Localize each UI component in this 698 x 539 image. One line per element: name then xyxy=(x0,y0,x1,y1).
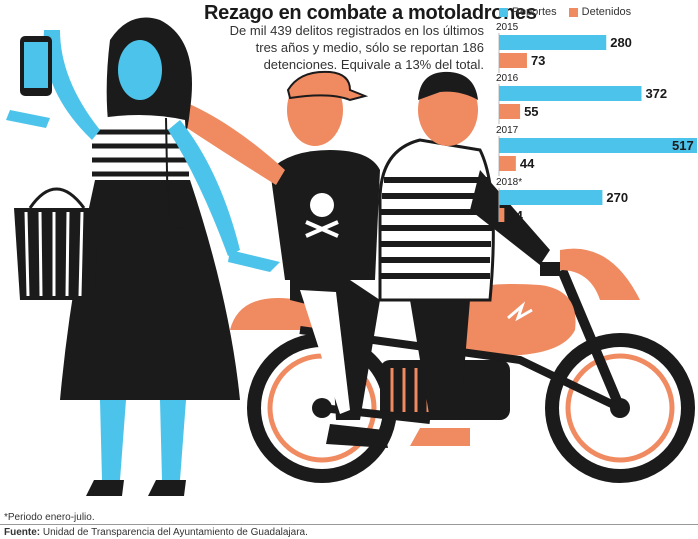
legend-item-reportes: Reportes xyxy=(499,6,557,18)
source-label: Fuente: xyxy=(4,527,41,538)
passenger-figure xyxy=(175,70,388,448)
value-label-detenidos: 55 xyxy=(524,104,538,119)
bar-reportes xyxy=(499,35,607,50)
rider-figure xyxy=(378,71,550,446)
bar-reportes xyxy=(499,190,603,205)
legend-swatch-detenidos xyxy=(568,7,578,17)
bar-reportes xyxy=(499,138,697,153)
footnote: *Periodo enero-julio. xyxy=(4,512,95,523)
legend-label-reportes: Reportes xyxy=(512,6,557,18)
bar-reportes xyxy=(499,86,642,101)
value-label-reportes: 270 xyxy=(606,190,628,205)
value-label-detenidos: 73 xyxy=(531,53,545,68)
legend-item-detenidos: Detenidos xyxy=(568,6,632,18)
chart-title: Rezago en combate a motoladrones xyxy=(204,2,537,24)
value-label-detenidos: 44 xyxy=(520,156,535,171)
bar-detenidos xyxy=(499,208,505,222)
value-label-reportes: 517 xyxy=(672,138,694,153)
legend: Reportes Detenidos xyxy=(499,6,631,18)
footer-divider xyxy=(0,524,698,525)
bar-detenidos xyxy=(499,104,521,119)
source-text: Unidad de Transparencia del Ayuntamiento… xyxy=(42,527,308,538)
category-label: 2018* xyxy=(496,177,522,188)
source-line: Fuente: Unidad de Transparencia del Ayun… xyxy=(4,527,308,538)
legend-label-detenidos: Detenidos xyxy=(581,6,632,18)
value-label-reportes: 280 xyxy=(610,35,632,50)
bar-detenidos xyxy=(499,156,516,171)
bar-detenidos xyxy=(499,53,527,68)
woman-figure xyxy=(6,17,280,496)
bar-chart: 2015 280 73 2016 372 55 2017 517 44 2018* 270 14 xyxy=(496,22,697,222)
value-label-detenidos: 14 xyxy=(508,208,523,222)
value-label-reportes: 372 xyxy=(645,86,667,101)
category-label: 2016 xyxy=(496,73,519,84)
category-label: 2017 xyxy=(496,125,519,136)
chart-subtitle: De mil 439 delitos registrados en los úl… xyxy=(229,23,484,72)
category-label: 2015 xyxy=(496,22,519,33)
legend-swatch-reportes xyxy=(499,7,508,17)
